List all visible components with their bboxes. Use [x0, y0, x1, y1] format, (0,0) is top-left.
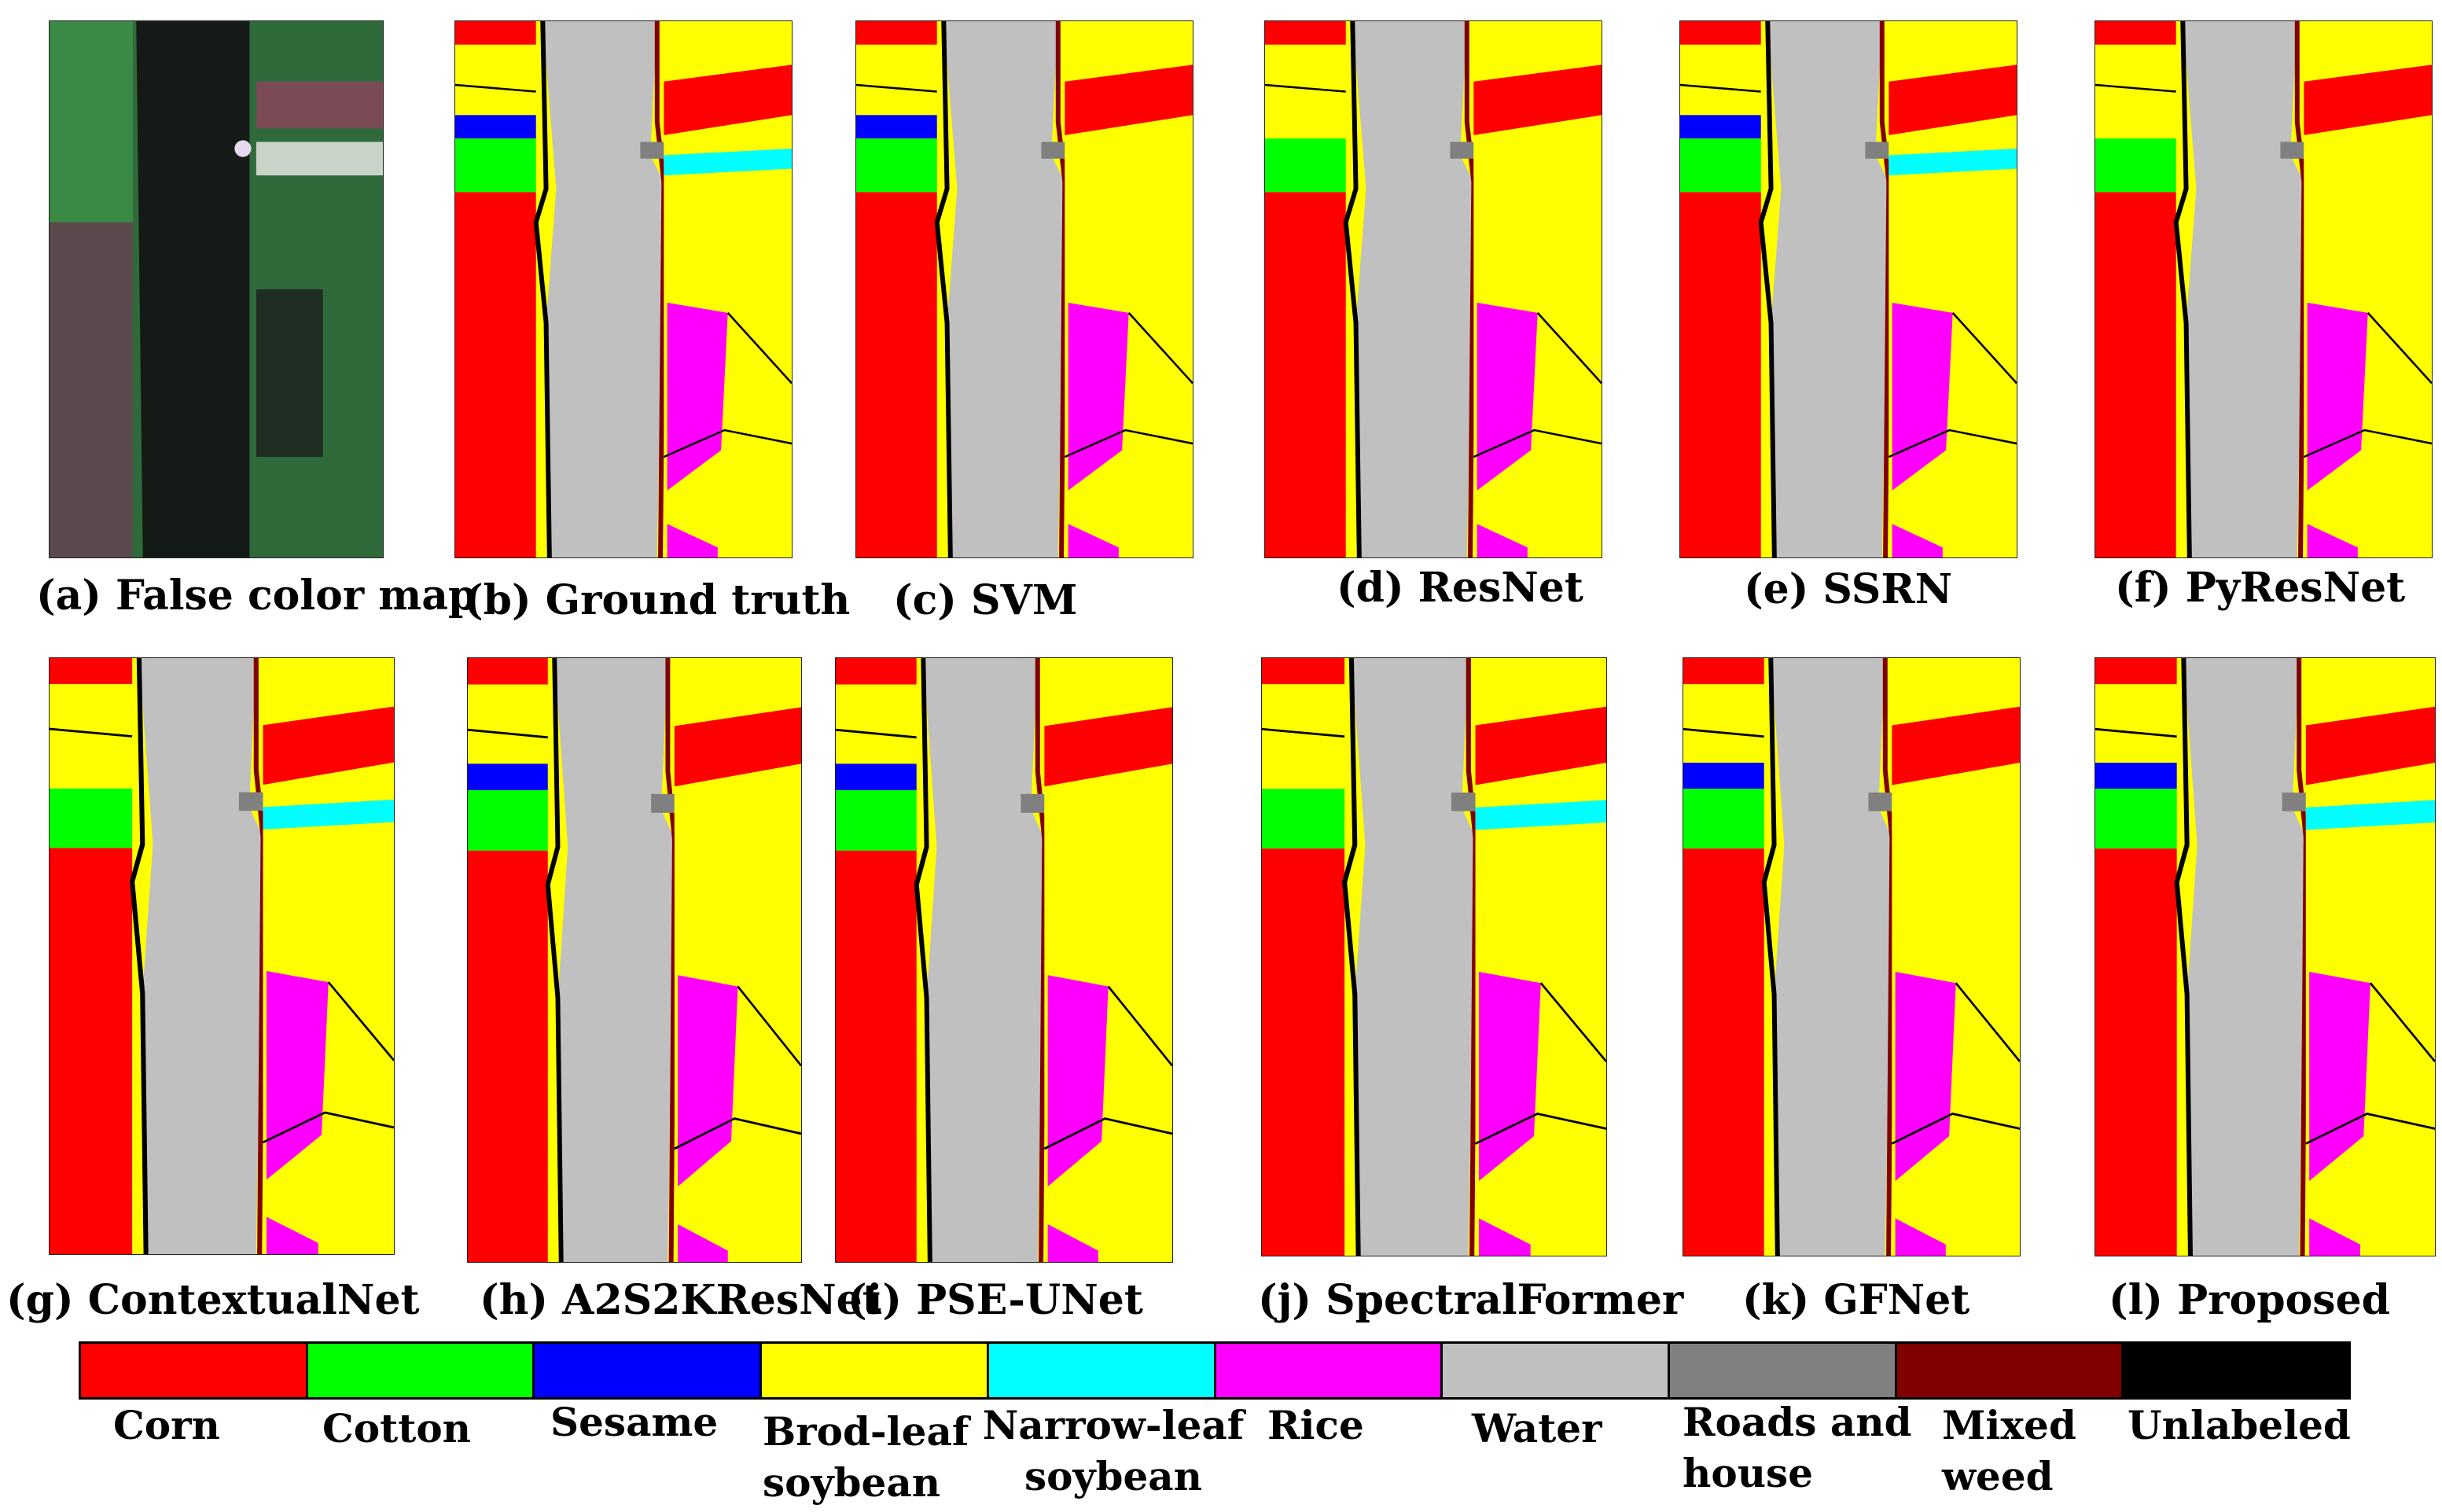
legend-swatch-roads-and-house — [1669, 1344, 1897, 1397]
panel-a-image — [49, 20, 384, 558]
panel-f-map — [2095, 21, 2432, 557]
legend-swatch-mixed-weed — [1896, 1344, 2124, 1397]
panel-g-image — [49, 657, 395, 1255]
legend-swatch-narrow-leaf-soybean — [988, 1344, 1216, 1397]
panel-j-image — [1261, 657, 1607, 1256]
legend-swatch-rice — [1215, 1344, 1444, 1397]
legend-label-corn: Corn — [113, 1402, 220, 1448]
panel-f-caption: (f) PyResNet — [2115, 564, 2406, 612]
legend-label-narrow-leaf-soybean: Narrow-leaf soybean — [982, 1402, 1245, 1499]
legend-swatch-brod-leaf-soybean — [762, 1344, 989, 1397]
panel-b-caption: (b) Ground truth — [464, 576, 851, 624]
legend-label-mixed-weed: Mixed weed — [1942, 1402, 2076, 1499]
panel-h-image — [467, 657, 802, 1263]
panel-l-image — [2094, 657, 2436, 1256]
panel-k-map — [1683, 658, 2020, 1256]
panel-k-caption: (k) GFNet — [1742, 1276, 1970, 1324]
panel-e-image — [1679, 20, 2017, 558]
panel-e-map — [1680, 21, 2017, 557]
panel-h-caption: (h) A2S2KResNet — [480, 1276, 881, 1324]
panel-k-image — [1683, 657, 2021, 1256]
legend-label-water: Water — [1472, 1405, 1602, 1451]
panel-g-caption: (g) ContextualNet — [6, 1276, 420, 1324]
panel-d-caption: (d) ResNet — [1337, 564, 1583, 612]
panel-i-image — [835, 657, 1173, 1263]
panel-d-map — [1265, 21, 1602, 557]
panel-l-caption: (l) Proposed — [2109, 1276, 2391, 1324]
legend-swatch-unlabeled — [2124, 1344, 2349, 1397]
panel-h-map — [468, 658, 801, 1262]
legend-swatch-corn — [81, 1344, 308, 1397]
panel-e-caption: (e) SSRN — [1744, 565, 1953, 613]
panel-b-image — [454, 20, 793, 558]
panel-c-caption: (c) SVM — [893, 576, 1078, 624]
legend-label-sesame: Sesame — [550, 1399, 719, 1445]
panel-c-map — [856, 21, 1193, 557]
legend-swatch-water — [1443, 1344, 1670, 1397]
panel-f-image — [2094, 20, 2433, 558]
panel-b-map — [455, 21, 792, 557]
panel-c-image — [855, 20, 1193, 558]
panel-l-map — [2095, 658, 2435, 1256]
panel-j-caption: (j) SpectralFormer — [1258, 1276, 1684, 1324]
legend-label-unlabeled: Unlabeled — [2128, 1402, 2351, 1448]
panel-d-image — [1264, 20, 1602, 558]
panel-i-caption: (i) PSE-UNet — [848, 1276, 1143, 1324]
legend-swatch-sesame — [535, 1344, 763, 1397]
panel-g-map — [50, 658, 394, 1254]
legend-label-cotton: Cotton — [322, 1405, 472, 1451]
legend-label-roads-and-house: Roads and house — [1683, 1399, 1912, 1496]
legend-color-bar — [79, 1341, 2351, 1400]
legend-swatch-cotton — [307, 1344, 535, 1397]
legend-label-brod-leaf-soybean: Brod-leaf soybean — [763, 1408, 969, 1506]
panel-a-caption: (a) False color map — [36, 572, 477, 620]
panel-i-map — [836, 658, 1172, 1262]
panel-a-map — [50, 21, 383, 557]
legend-label-rice: Rice — [1267, 1402, 1364, 1448]
panel-j-map — [1262, 658, 1606, 1256]
